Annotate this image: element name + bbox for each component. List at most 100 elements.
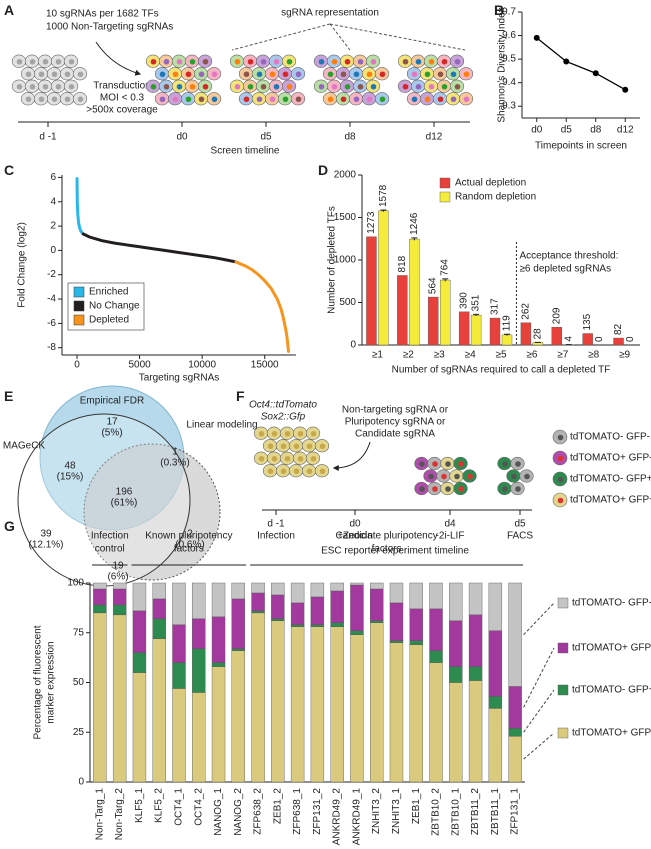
cell-nucleus	[282, 96, 289, 103]
cell-nucleus	[64, 96, 71, 103]
bar-segment	[310, 624, 325, 627]
data-line	[536, 37, 626, 91]
panel-label: D	[318, 162, 328, 178]
legend-leader	[523, 732, 555, 760]
bar-segment	[310, 582, 325, 598]
cell-nucleus	[319, 443, 326, 450]
x-tick-label: d8	[590, 125, 602, 136]
cell-nucleus	[428, 58, 435, 65]
bar-segment	[330, 590, 344, 624]
data-point	[592, 70, 599, 77]
y-axis-label: Percentage of fluorescent	[33, 625, 44, 739]
bar-segment	[251, 612, 265, 783]
cell-nucleus	[515, 461, 521, 467]
x-axis-label: Number of sgRNAs required to call a depl…	[392, 365, 611, 376]
cell-nucleus	[38, 96, 45, 103]
x-tick-label: ≥8	[588, 350, 599, 361]
bar-segment	[93, 612, 107, 783]
value-label: 390	[459, 292, 470, 309]
y-tick-label: 0	[78, 777, 84, 788]
y-tick-label: 1000	[334, 255, 357, 266]
bar-segment	[508, 582, 522, 687]
group-label: factors	[174, 544, 204, 555]
cell-nucleus	[458, 486, 464, 492]
cell-nucleus	[463, 96, 470, 103]
venn-percent: (12.1%)	[28, 540, 63, 551]
cell-nucleus	[318, 58, 325, 65]
x-tick-label: d5	[561, 125, 573, 136]
bar-segment	[251, 592, 265, 612]
cell-nucleus	[189, 58, 196, 65]
x-tick-label: ≥1	[372, 350, 383, 361]
bar-segment	[389, 642, 404, 783]
cell-nucleus	[454, 83, 461, 90]
bar	[582, 333, 593, 346]
cell-nucleus	[211, 96, 218, 103]
cell-nucleus	[441, 58, 448, 65]
arrow	[95, 41, 142, 76]
bar-segment	[409, 582, 423, 610]
venn-percent: (6%)	[107, 572, 128, 583]
cell-nucleus	[331, 58, 338, 65]
cell-nucleus	[415, 83, 422, 90]
bar-segment	[132, 610, 147, 653]
bar-segment	[429, 650, 443, 663]
bar	[501, 334, 513, 346]
cell-nucleus	[293, 443, 300, 450]
venn-set	[83, 443, 221, 581]
bar-segment	[231, 650, 245, 783]
bar-segment	[350, 584, 364, 631]
cell-nucleus	[271, 455, 278, 462]
bar-segment	[192, 582, 206, 620]
x-tick-label: 5000	[128, 360, 151, 371]
cell-nucleus	[284, 430, 291, 437]
legend-nucleus	[557, 497, 564, 504]
bar	[532, 342, 544, 346]
cell-nucleus	[25, 71, 32, 78]
bar-segment	[370, 622, 384, 783]
bar-segment	[409, 644, 423, 783]
cell-nucleus	[419, 486, 425, 492]
data-point	[563, 58, 570, 65]
x-tick-label: ≥7	[557, 350, 568, 361]
cell-nucleus	[68, 58, 75, 65]
venn-count: 196	[116, 487, 133, 498]
bar	[366, 236, 377, 346]
cell-nucleus	[318, 83, 325, 90]
cell-nucleus	[280, 443, 287, 450]
y-tick-label: 9.5	[502, 54, 516, 65]
bar-segment	[508, 686, 522, 729]
cell-nucleus	[64, 71, 71, 78]
x-tick-label: ≥6	[526, 350, 537, 361]
cell-nucleus	[55, 58, 62, 65]
value-label: 1273	[366, 211, 377, 234]
library-text: 1000 Non-Targeting sgRNAs	[46, 22, 173, 33]
reporter-line: Oct4::tdTomato	[249, 400, 317, 411]
x-tick-label: ≥9	[619, 350, 630, 361]
cell-nucleus	[172, 71, 179, 78]
bar-segment	[290, 626, 305, 783]
cell-nucleus	[441, 473, 447, 480]
cell-nucleus	[515, 486, 521, 492]
cell-nucleus	[286, 58, 293, 65]
venn-percent: (0.3%)	[160, 458, 189, 469]
cell-nucleus	[524, 473, 530, 480]
y-tick-label: 9.7	[502, 7, 516, 18]
bar-segment	[508, 728, 522, 737]
venn-set-label: Empirical FDR	[80, 396, 144, 407]
bar-segment	[508, 736, 522, 783]
bar-segment	[409, 640, 423, 645]
bar-segment	[290, 602, 305, 625]
cell-nucleus	[415, 58, 422, 65]
timepoint-event: +Zeocin	[337, 531, 373, 542]
bar-segment	[231, 598, 245, 649]
bar-segment	[468, 614, 483, 667]
cell-nucleus	[424, 71, 431, 78]
bar-segment	[211, 616, 226, 663]
x-tick-label: ZFP131_1	[510, 788, 521, 835]
library-text: 10 sgRNAs per 1682 TFs	[46, 9, 159, 20]
value-label: 209	[551, 307, 562, 324]
bar-segment	[93, 588, 107, 606]
y-tick-label: -8	[47, 342, 56, 353]
cell-nucleus	[502, 461, 508, 467]
